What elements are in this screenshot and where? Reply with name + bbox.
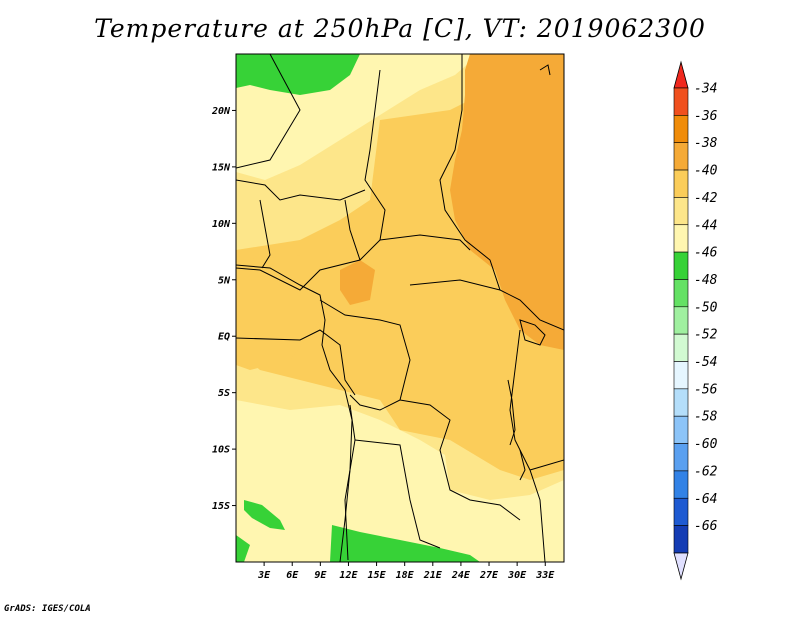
colorbar: -34 -36 -38 -40 -42 -44 -46 -48 -50 -52 -54 -56 -58 -… xyxy=(673,60,718,581)
lat-tick-label: EQ xyxy=(218,332,230,343)
colorbar-swatch xyxy=(673,169,689,198)
colorbar-swatch xyxy=(673,142,689,171)
colorbar-swatch xyxy=(673,415,689,444)
lon-tick-label: 21E xyxy=(423,570,443,581)
colorbar-swatch xyxy=(673,197,689,226)
lat-tick-label: 20N xyxy=(211,106,231,117)
lon-tick-label: 24E xyxy=(451,570,471,581)
colorbar-label: -52 xyxy=(694,328,718,343)
colorbar-bottom-triangle xyxy=(673,552,689,581)
colorbar-swatch xyxy=(673,251,689,280)
colorbar-swatch xyxy=(673,279,689,308)
colorbar-label: -40 xyxy=(694,164,718,179)
colorbar-label: -66 xyxy=(694,519,718,534)
grads-credit: GrADS: IGES/COLA xyxy=(4,604,91,614)
lon-tick-label: 15E xyxy=(368,570,387,581)
colorbar-top-triangle xyxy=(673,60,689,89)
lat-tick-label: 10S xyxy=(212,445,230,456)
map-frame xyxy=(235,53,565,563)
colorbar-label: -38 xyxy=(694,136,718,151)
temperature-zone-38-patch xyxy=(340,260,375,305)
temperature-zone-46-south xyxy=(330,525,480,562)
colorbar-label: -50 xyxy=(694,300,718,315)
colorbar-label: -60 xyxy=(694,437,718,452)
colorbar-swatch xyxy=(673,115,689,143)
lat-tick-label: 5S xyxy=(218,388,230,399)
lon-tick-label: 6E xyxy=(286,570,299,581)
colorbar-label: -34 xyxy=(694,82,717,97)
colorbar-label: -46 xyxy=(694,246,718,261)
temperature-zone-46-north xyxy=(236,54,360,95)
temperature-zone-46-corner xyxy=(236,535,250,562)
colorbar-swatch xyxy=(673,333,689,362)
lat-tick-label: 15S xyxy=(212,501,230,512)
map-axes: 20N 15N 10N 5N EQ 5S 10S 15S 3E 6E 9E 12E 15E 18E 21E 2… xyxy=(211,106,555,581)
colorbar-label: -64 xyxy=(694,492,717,507)
colorbar-label: -56 xyxy=(694,382,718,397)
lon-tick-label: 18E xyxy=(396,570,415,581)
lat-tick-label: 10N xyxy=(212,219,231,230)
colorbar-swatch xyxy=(673,525,689,554)
lon-tick-label: 9E xyxy=(314,570,327,581)
lat-tick-label: 5N xyxy=(218,275,231,286)
colorbar-label: -44 xyxy=(694,218,717,233)
lon-tick-label: 27E xyxy=(479,570,499,581)
temperature-zone-46-southwest xyxy=(244,500,285,530)
colorbar-swatch xyxy=(673,443,689,472)
colorbar-label: -48 xyxy=(694,273,718,288)
map-panel: 20N 15N 10N 5N EQ 5S 10S 15S 3E 6E 9E 12E 15E 18E 21E 2… xyxy=(211,53,565,581)
colorbar-label: -36 xyxy=(694,109,718,124)
colorbar-label: -54 xyxy=(694,355,717,370)
colorbar-swatch xyxy=(673,388,689,417)
colorbar-label: -42 xyxy=(694,191,718,206)
temperature-zone-44-south xyxy=(236,400,564,562)
map-title: Temperature at 250hPa [C], VT: 201906230… xyxy=(94,14,706,43)
colorbar-swatch xyxy=(673,361,689,390)
colorbar-swatch xyxy=(673,224,689,253)
temperature-zone-38 xyxy=(450,54,564,350)
lon-tick-label: 3E xyxy=(257,570,271,581)
lat-tick-label: 15N xyxy=(212,162,231,173)
colorbar-label: -58 xyxy=(694,410,718,425)
lakes xyxy=(507,64,551,481)
colorbar-swatch xyxy=(673,470,689,499)
coastline xyxy=(236,264,353,562)
lon-tick-label: 30E xyxy=(507,570,527,581)
colorbar-swatch xyxy=(673,306,689,335)
lon-tick-label: 33E xyxy=(535,570,555,581)
colorbar-swatch xyxy=(673,87,689,116)
colorbar-swatch xyxy=(673,497,689,526)
lon-tick-label: 12E xyxy=(339,570,358,581)
country-borders xyxy=(236,54,564,562)
colorbar-label: -62 xyxy=(694,464,718,479)
